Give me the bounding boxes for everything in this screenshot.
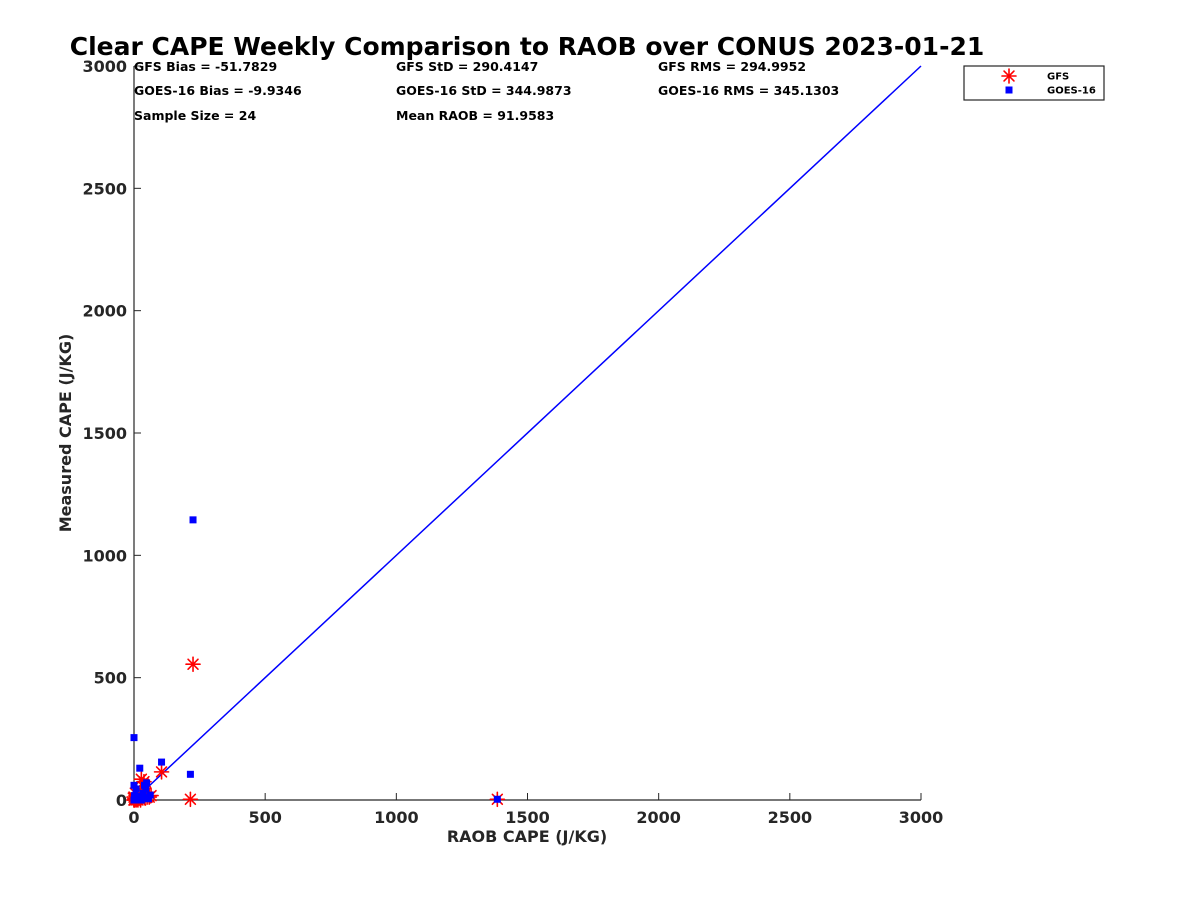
goes16-point (132, 785, 140, 793)
goes16-point (493, 795, 501, 803)
goes16-point (138, 793, 146, 801)
stat-annotation: GFS StD = 290.4147 (396, 59, 538, 74)
reference-line (133, 65, 922, 801)
y-axis-ticks: 0 500 1000 1500 2000 2500 3000 (82, 57, 141, 810)
goes16-point (139, 789, 147, 797)
stat-annotation: Mean RAOB = 91.9583 (396, 108, 554, 123)
goes16-point (130, 734, 138, 742)
legend-goes16-marker (1005, 86, 1013, 94)
y-tick-label: 2000 (82, 302, 127, 321)
goes16-point (133, 796, 141, 804)
y-tick-label: 3000 (82, 57, 127, 76)
x-tick-label: 1500 (505, 808, 550, 827)
y-tick-label: 0 (116, 791, 127, 810)
stat-annotation: GOES-16 RMS = 345.1303 (658, 83, 839, 98)
goes16-point (142, 785, 150, 793)
series-goes-16 (130, 516, 501, 804)
x-axis-ticks: 0 500 1000 1500 2000 2500 3000 (128, 793, 943, 827)
y-axis-label: Measured CAPE (J/KG) (56, 334, 75, 533)
stat-annotation: GFS Bias = -51.7829 (134, 59, 277, 74)
stats-annotations: GFS Bias = -51.7829 GFS StD = 290.4147 GFS… (134, 59, 839, 123)
stat-annotation: Sample Size = 24 (134, 108, 256, 123)
chart-title: Clear CAPE Weekly Comparison to RAOB ove… (70, 32, 985, 61)
stat-annotation: GOES-16 Bias = -9.9346 (134, 83, 302, 98)
x-tick-label: 2500 (768, 808, 813, 827)
goes16-point (189, 516, 197, 524)
y-tick-label: 500 (94, 669, 127, 688)
series-gfs (126, 656, 506, 808)
legend: GFS GOES-16 (963, 65, 1105, 101)
y-tick-label: 1500 (82, 424, 127, 443)
gfs-point (153, 764, 170, 780)
x-axis-label: RAOB CAPE (J/KG) (447, 827, 607, 846)
x-tick-label: 1000 (374, 808, 419, 827)
x-tick-label: 500 (248, 808, 281, 827)
legend-box (963, 65, 1105, 101)
y-tick-label: 1000 (82, 546, 127, 565)
x-tick-label: 2000 (636, 808, 681, 827)
goes16-point (146, 791, 154, 799)
goes16-point (158, 758, 166, 766)
plot-area: 0 500 1000 1500 2000 2500 3000 0 500 1000 1500 200… (82, 57, 943, 827)
x-tick-label: 3000 (899, 808, 944, 827)
reference-line-group (133, 65, 922, 801)
legend-gfs-marker (1001, 68, 1017, 84)
legend-label: GFS (1047, 72, 1069, 83)
gfs-point (185, 656, 201, 673)
goes16-point (186, 770, 194, 778)
legend-items: GFS GOES-16 (1001, 68, 1096, 97)
goes16-point (136, 764, 144, 772)
y-tick-label: 2500 (82, 179, 127, 198)
x-tick-label: 0 (128, 808, 139, 827)
goes16-point (144, 795, 152, 803)
goes16-point (130, 781, 138, 789)
series-group (126, 516, 506, 808)
stat-annotation: GFS RMS = 294.9952 (658, 59, 806, 74)
legend-label: GOES-16 (1047, 86, 1096, 97)
goes16-point (143, 779, 151, 787)
gfs-point (182, 791, 199, 808)
stat-annotation: GOES-16 StD = 344.9873 (396, 83, 572, 98)
